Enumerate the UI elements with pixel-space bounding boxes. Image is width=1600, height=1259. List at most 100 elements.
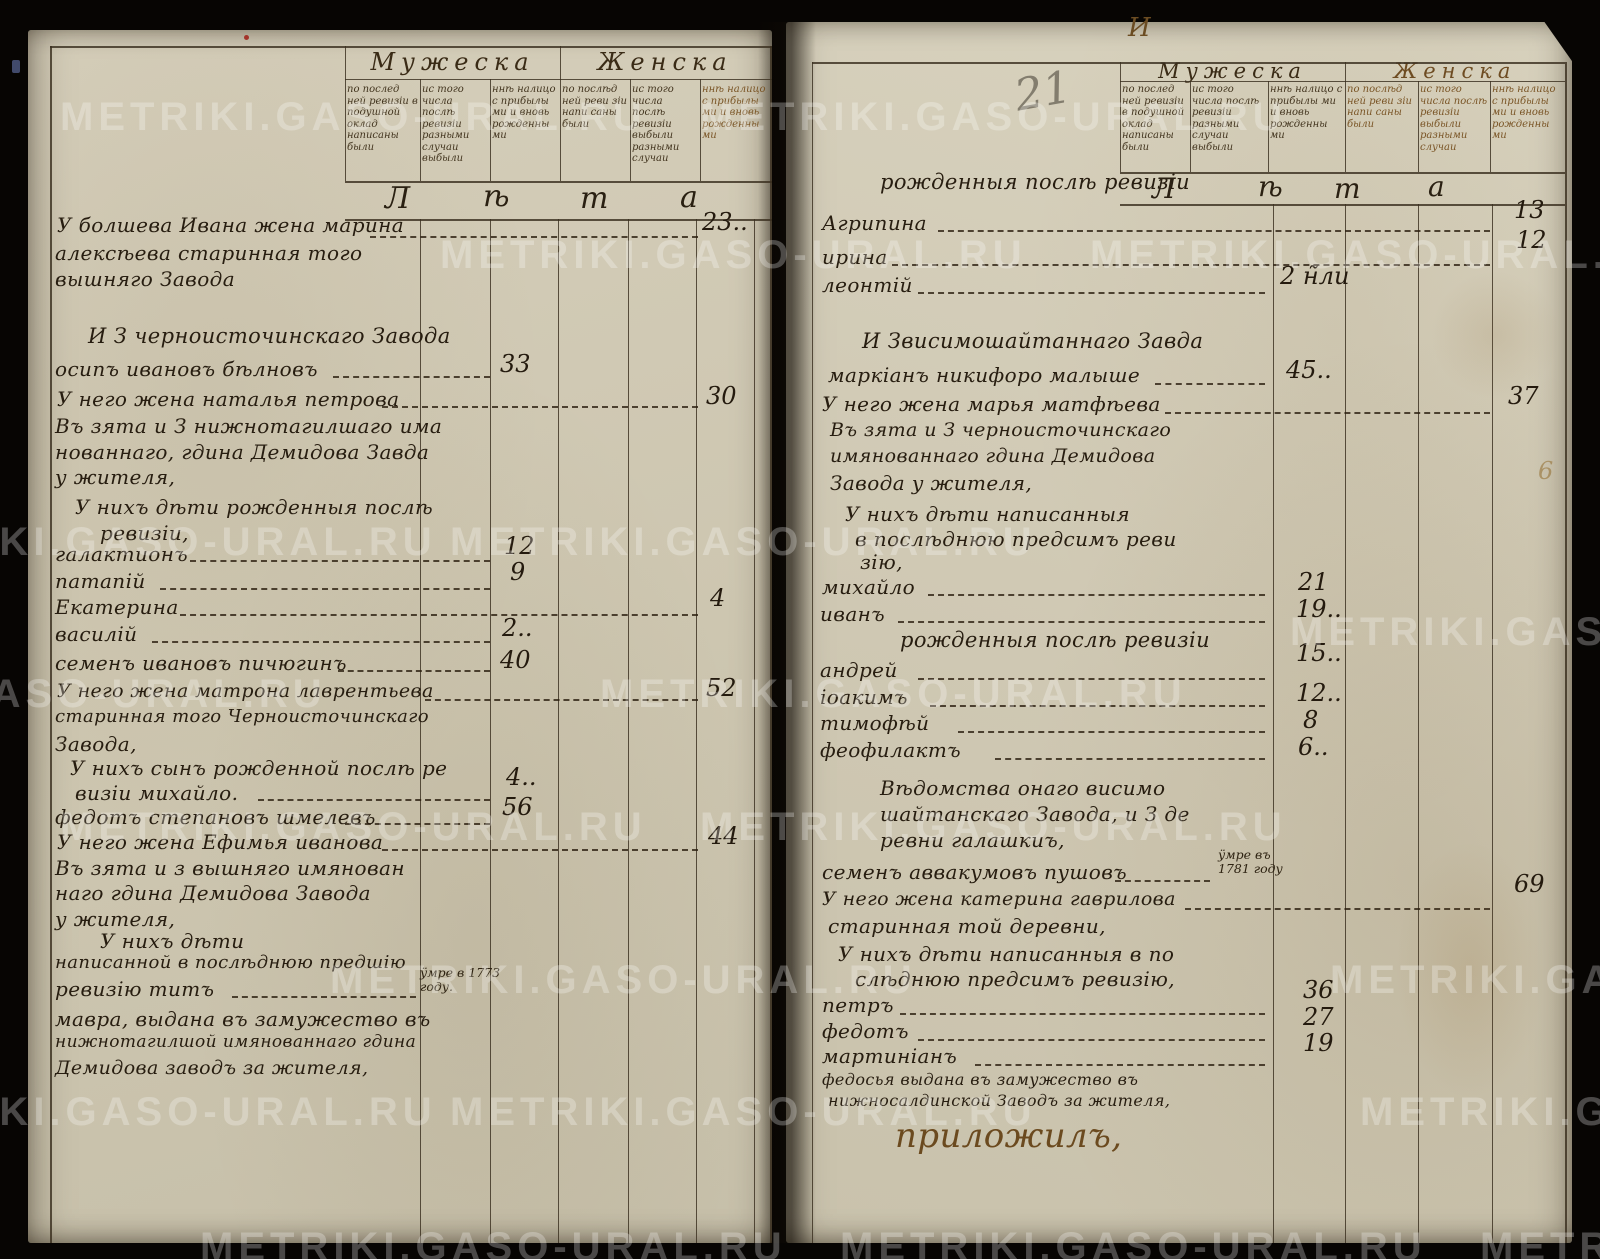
dash-leader — [345, 823, 490, 825]
watermark-text: METRIKI.GASO-URAL.RU — [440, 233, 1027, 277]
blue-margin-mark — [12, 60, 20, 73]
table-rule — [1492, 204, 1493, 1243]
dash-leader — [232, 996, 416, 998]
table-rule — [696, 219, 697, 1243]
manuscript-line: Завода, — [55, 732, 137, 756]
manuscript-line: василій — [55, 622, 138, 646]
manuscript-line: мавра, выдана въ замужество въ — [55, 1007, 431, 1031]
watermark-text: METRIKI.GASO-URAL.RU — [450, 520, 1037, 564]
manuscript-line: И Звисимошайтаннаго Завда — [862, 329, 1204, 353]
male-age-value: 19.. — [1296, 595, 1342, 623]
watermark-text: METRIKI.GASO-URAL.RU — [700, 95, 1287, 139]
table-rule — [50, 46, 772, 48]
table-rule — [700, 79, 701, 181]
dash-leader — [918, 1039, 1265, 1041]
leta-letter: ѣ — [1258, 170, 1283, 203]
manuscript-line: имянованнаго гдина Демидова — [830, 445, 1156, 467]
manuscript-line: У него жена катерина гаврилова — [822, 888, 1176, 910]
manuscript-line: У болшева Ивана жена марина — [57, 213, 405, 237]
watermark-text: METRIKI.GASO-URAL.RU — [60, 805, 647, 849]
dash-leader — [180, 614, 698, 616]
female-age-value: 13 — [1514, 196, 1545, 224]
manuscript-line: Вѣдомства онаго висимо — [880, 776, 1166, 800]
manuscript-line: федотъ степановъ шмелевъ — [55, 805, 376, 829]
female-age-value: 30 — [706, 382, 737, 410]
dash-leader — [190, 560, 490, 562]
dash-leader — [152, 641, 490, 643]
male-age-value: 6.. — [1298, 733, 1329, 761]
male-age-value: 33 — [500, 350, 531, 378]
male-age-value: 15.. — [1296, 639, 1342, 667]
table-rule — [1490, 81, 1491, 172]
watermark-text: METRIKI.GASO-URAL.RU — [1090, 233, 1600, 277]
manuscript-line: в послѣднюю предсимъ реви — [855, 527, 1177, 551]
table-rule — [420, 219, 421, 1243]
female-age-value: 4 — [710, 584, 726, 612]
manuscript-line: шайтанскаго Завода, и З де — [880, 802, 1190, 826]
manuscript-line: алексѣева старинная того — [55, 241, 363, 265]
dash-leader — [928, 594, 1265, 596]
manuscript-line: ревизію титъ — [55, 977, 215, 1001]
manuscript-line: старинная той деревни, — [828, 914, 1106, 938]
male-age-value: 12 — [504, 532, 535, 560]
male-age-value: 19 — [1303, 1029, 1334, 1057]
manuscript-line: иванъ — [820, 602, 885, 626]
male-age-value: 12.. — [1296, 679, 1342, 707]
column-subheader: ис того числа послѣ ревизіи выбыли разны… — [1420, 84, 1488, 153]
folio-mark: И — [1128, 13, 1152, 43]
table-rule — [1345, 204, 1346, 1243]
manuscript-line: У нихъ дѣти рожденныя послѣ — [75, 495, 433, 519]
manuscript-line: наго гдина Демидова Завода — [55, 881, 371, 905]
table-rule — [1120, 204, 1565, 206]
table-rule — [345, 181, 772, 183]
manuscript-line: нованнаго, гдина Демидова Завда — [55, 440, 430, 464]
leta-letter: а — [1428, 170, 1445, 203]
column-subheader: по послѣд ней реви зіи напи саны были — [1347, 84, 1412, 130]
dash-leader — [370, 236, 698, 238]
table-rule — [345, 46, 346, 181]
manuscript-line: федотъ — [822, 1019, 909, 1043]
table-rule — [420, 79, 421, 181]
dash-leader — [938, 230, 1490, 232]
column-subheader: ис того числа послѣ ревизіи разными случ… — [1192, 84, 1260, 153]
male-age-value: 21 — [1298, 568, 1329, 596]
leta-letter: ѣ — [483, 179, 510, 214]
left-page — [28, 30, 772, 1243]
manuscript-line: Екатерина — [55, 595, 179, 619]
leta-letter: т — [580, 181, 609, 216]
manuscript-line: рожденныя послѣ ревизіи — [880, 170, 1191, 194]
death-note: ӱмре в 1773 — [420, 965, 501, 980]
manuscript-line: зію, — [860, 550, 903, 574]
dash-leader — [975, 1064, 1265, 1066]
female-age-value: 37 — [1508, 382, 1539, 410]
table-rule — [770, 46, 772, 1243]
dash-leader — [382, 406, 698, 408]
dash-leader — [995, 758, 1265, 760]
manuscript-line: федосья выдана въ замужество въ — [822, 1070, 1139, 1089]
column-subheader: ис того числа послѣ ревизіи выбыли разны… — [632, 84, 680, 164]
watermark-text: METRIKI.GASO-URAL.RU — [330, 958, 917, 1002]
column-subheader: по послѣд ней реви зіи напи саны были — [562, 84, 627, 130]
dash-leader — [1165, 412, 1490, 414]
dash-leader — [338, 670, 490, 672]
column-subheader: по послед ней ревизіи в подушной оклад н… — [1122, 84, 1185, 153]
male-age-value: 4.. — [506, 763, 537, 791]
watermark-text: METRIKI.GASO-URAL.RU — [1360, 1090, 1600, 1134]
male-age-value: 36 — [1303, 976, 1334, 1004]
watermark-text: METRIKI.GASO-URAL.RU — [60, 95, 647, 139]
column-subheader: ннѣ налицо с прибылы ми и вновь рожденны… — [492, 84, 556, 141]
watermark-text: METRIKI.GASO-URAL.RU — [200, 1225, 787, 1259]
column-subheader: по послед ней ревизіи в подушной оклад н… — [347, 84, 418, 153]
table-rule — [754, 219, 755, 1243]
column-subheader: ннѣ налицо с прибылы ми и вновь рожденны… — [702, 84, 766, 141]
manuscript-line: патапій — [55, 569, 146, 593]
manuscript-line: И З черноисточинскаго Завода — [88, 324, 451, 348]
manuscript-line: слѣднюю предсимъ ревизію, — [855, 967, 1175, 991]
table-rule — [1565, 62, 1567, 1243]
table-rule — [50, 46, 52, 1243]
female-age-value: 52 — [706, 674, 737, 702]
left-female-group-label: Женска — [597, 48, 733, 76]
table-rule — [558, 219, 559, 1243]
manuscript-line: у жителя, — [55, 907, 176, 931]
watermark-text: METRIKI.GASO-URAL.RU — [0, 1090, 437, 1134]
